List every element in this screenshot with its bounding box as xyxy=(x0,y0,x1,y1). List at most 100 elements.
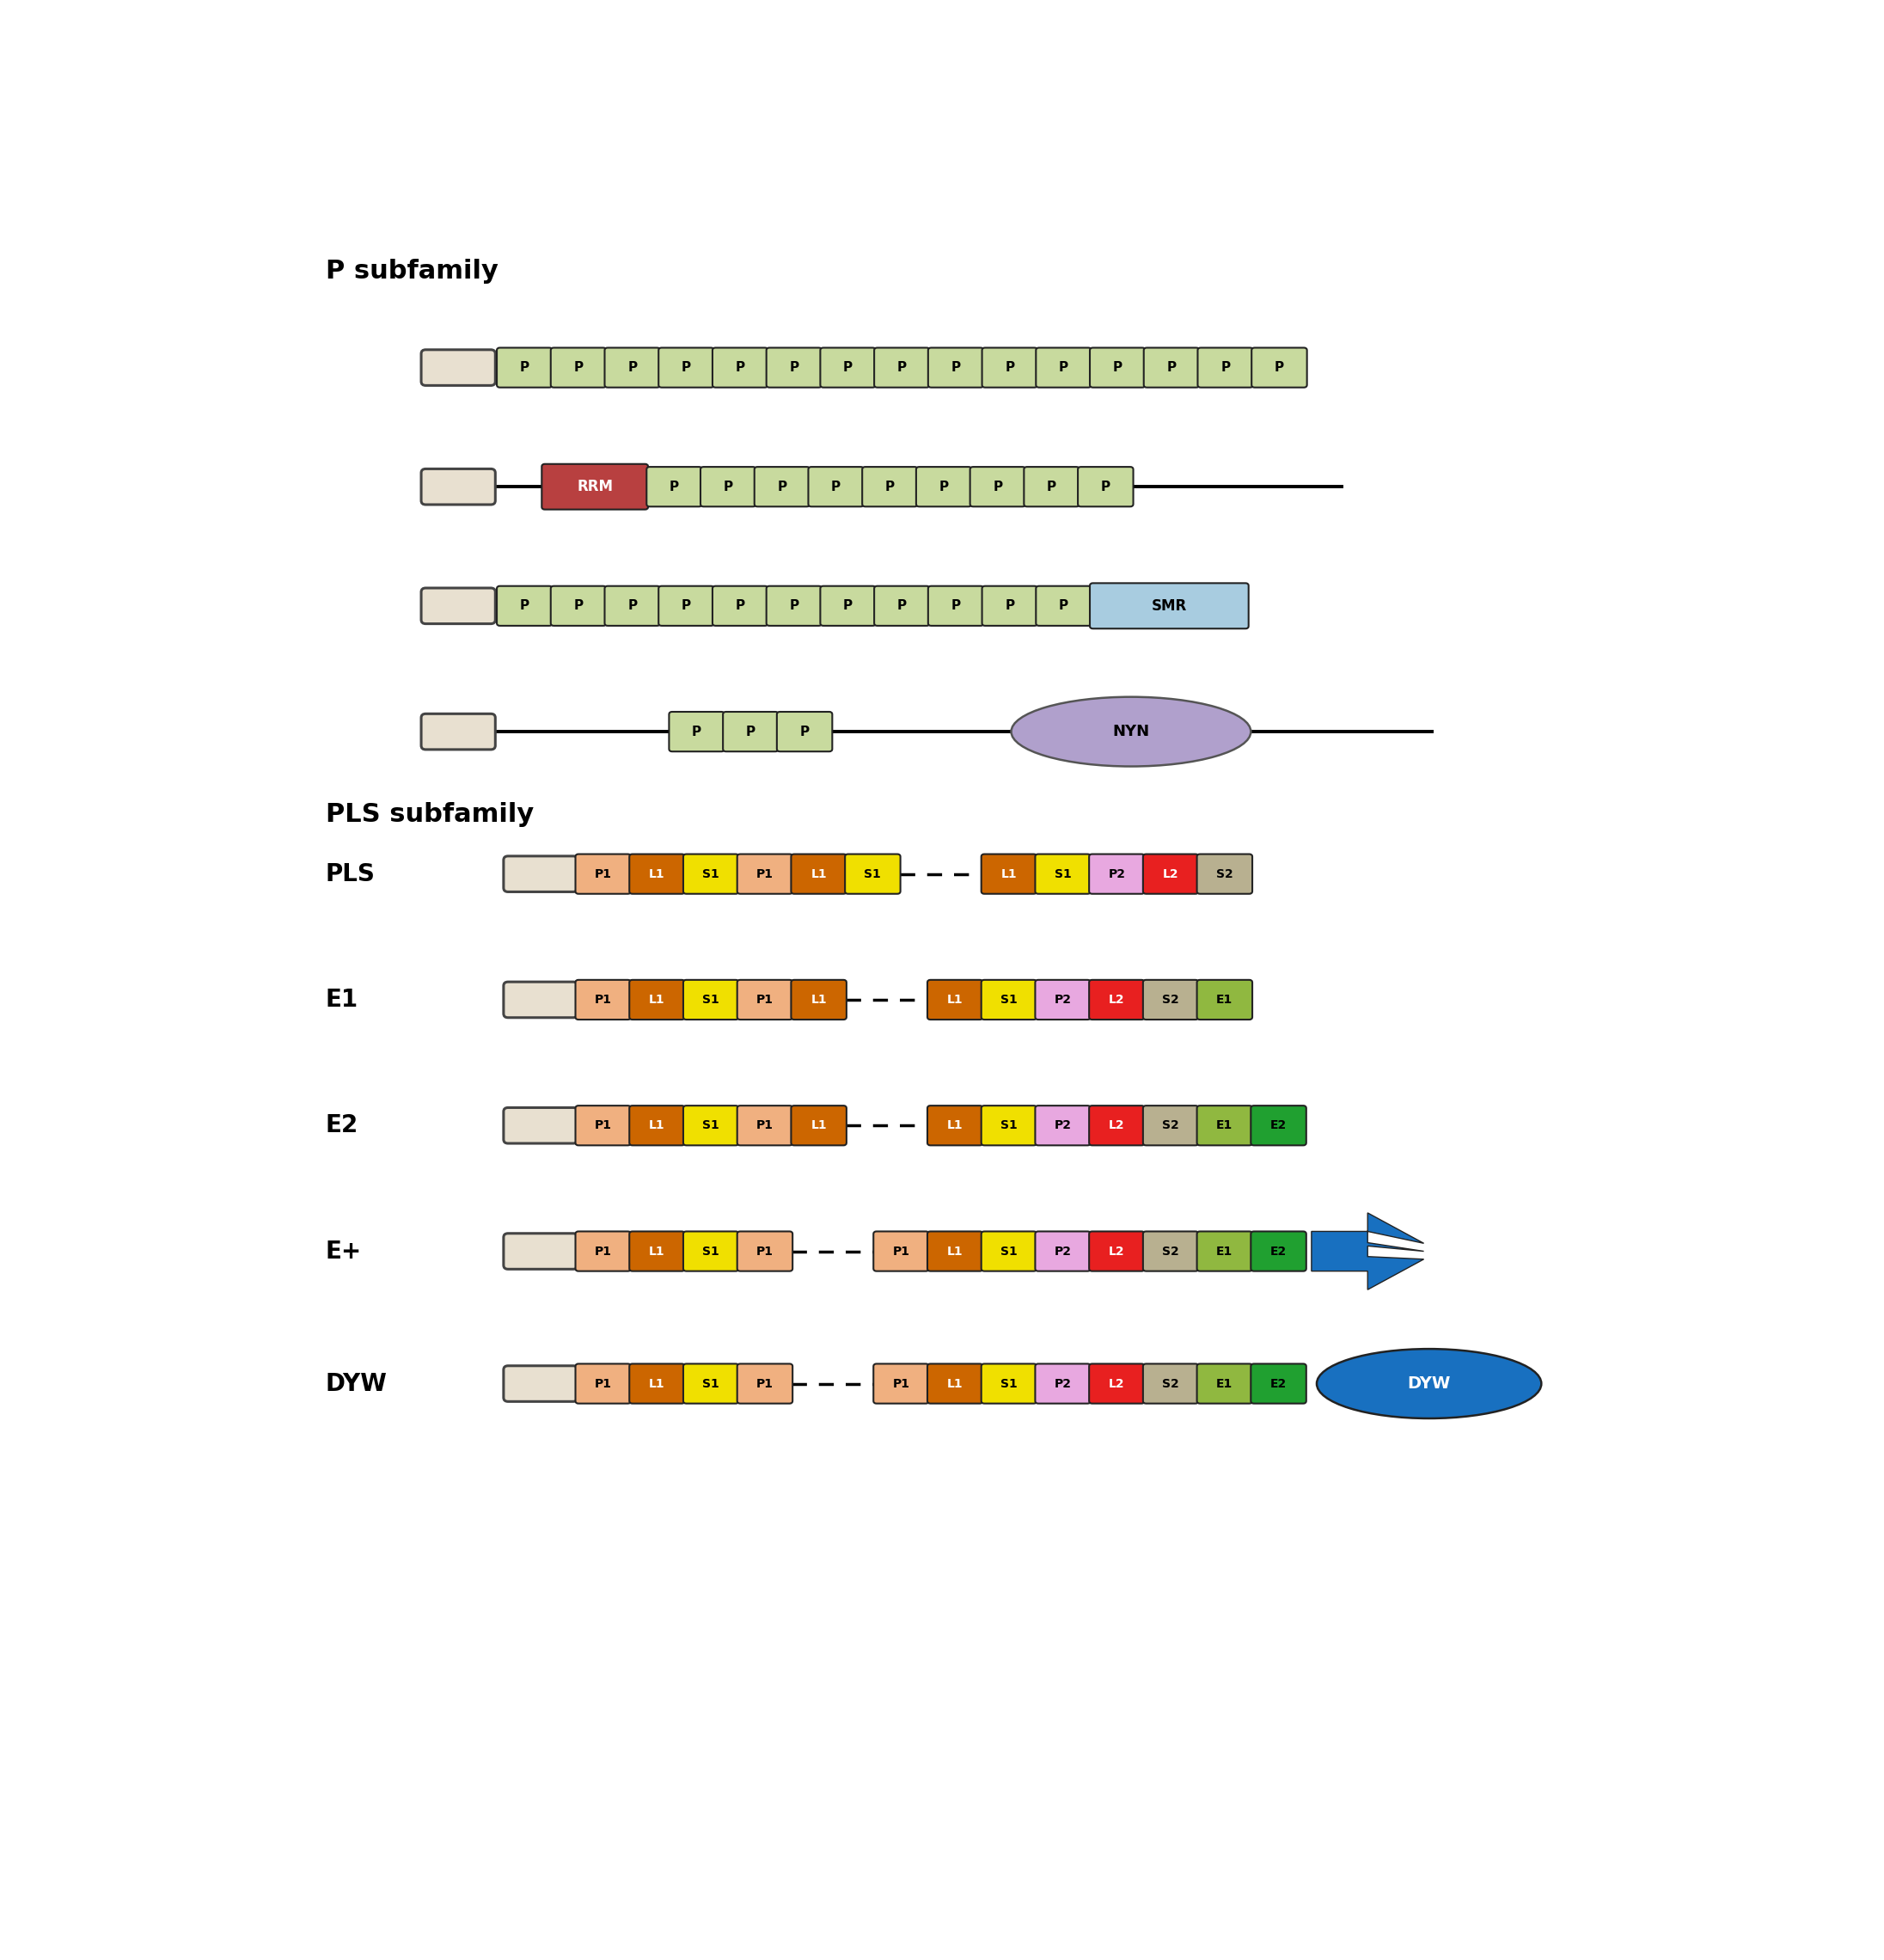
FancyBboxPatch shape xyxy=(1144,980,1198,1019)
Text: L2: L2 xyxy=(1110,1245,1125,1256)
Text: P2: P2 xyxy=(1108,868,1125,880)
Text: P1: P1 xyxy=(755,1245,774,1256)
FancyBboxPatch shape xyxy=(723,711,778,751)
Text: L1: L1 xyxy=(650,1245,665,1256)
Text: P: P xyxy=(1004,361,1014,374)
FancyBboxPatch shape xyxy=(929,347,983,388)
FancyBboxPatch shape xyxy=(1251,347,1307,388)
FancyBboxPatch shape xyxy=(874,347,929,388)
Text: S1: S1 xyxy=(865,868,882,880)
Text: P: P xyxy=(778,480,788,494)
FancyBboxPatch shape xyxy=(1251,1231,1306,1272)
FancyBboxPatch shape xyxy=(1034,1105,1091,1145)
FancyBboxPatch shape xyxy=(1251,1105,1306,1145)
Text: PLS subfamily: PLS subfamily xyxy=(326,802,533,827)
Text: E2: E2 xyxy=(326,1113,358,1137)
Text: NYN: NYN xyxy=(1112,723,1149,739)
FancyBboxPatch shape xyxy=(1144,1105,1198,1145)
FancyBboxPatch shape xyxy=(737,980,793,1019)
Text: S1: S1 xyxy=(703,1119,720,1131)
FancyBboxPatch shape xyxy=(820,347,876,388)
FancyBboxPatch shape xyxy=(1034,980,1091,1019)
FancyBboxPatch shape xyxy=(1196,1231,1253,1272)
FancyBboxPatch shape xyxy=(503,1233,578,1270)
Text: P: P xyxy=(746,725,755,739)
FancyBboxPatch shape xyxy=(1034,1231,1091,1272)
Text: DYW: DYW xyxy=(326,1372,386,1396)
FancyBboxPatch shape xyxy=(646,466,703,506)
Text: P1: P1 xyxy=(595,1378,612,1390)
FancyBboxPatch shape xyxy=(1089,1105,1144,1145)
FancyBboxPatch shape xyxy=(1196,1105,1253,1145)
FancyBboxPatch shape xyxy=(1144,347,1198,388)
FancyBboxPatch shape xyxy=(422,468,495,504)
Text: P: P xyxy=(831,480,840,494)
FancyBboxPatch shape xyxy=(659,586,714,625)
Text: P: P xyxy=(520,600,529,612)
Text: P: P xyxy=(1004,600,1014,612)
Text: P: P xyxy=(669,480,678,494)
Text: E+: E+ xyxy=(326,1239,362,1264)
FancyBboxPatch shape xyxy=(874,1231,929,1272)
FancyBboxPatch shape xyxy=(684,1105,739,1145)
FancyBboxPatch shape xyxy=(982,1364,1036,1403)
FancyBboxPatch shape xyxy=(863,466,918,506)
FancyBboxPatch shape xyxy=(575,1364,631,1403)
Text: P: P xyxy=(938,480,950,494)
Text: P: P xyxy=(789,361,799,374)
FancyBboxPatch shape xyxy=(982,347,1038,388)
FancyBboxPatch shape xyxy=(767,347,821,388)
Text: P1: P1 xyxy=(755,1378,774,1390)
Text: S1: S1 xyxy=(1000,994,1017,1005)
Text: L1: L1 xyxy=(810,994,827,1005)
FancyBboxPatch shape xyxy=(927,980,983,1019)
FancyBboxPatch shape xyxy=(970,466,1025,506)
FancyBboxPatch shape xyxy=(1089,855,1144,894)
FancyBboxPatch shape xyxy=(659,347,714,388)
Text: P1: P1 xyxy=(595,868,612,880)
Text: P: P xyxy=(1274,361,1285,374)
FancyBboxPatch shape xyxy=(1196,855,1253,894)
FancyBboxPatch shape xyxy=(629,1105,684,1145)
FancyBboxPatch shape xyxy=(820,586,876,625)
Text: L1: L1 xyxy=(1000,868,1017,880)
Text: P: P xyxy=(1048,480,1057,494)
FancyBboxPatch shape xyxy=(791,855,846,894)
FancyBboxPatch shape xyxy=(575,1105,631,1145)
FancyBboxPatch shape xyxy=(982,1105,1036,1145)
Text: E2: E2 xyxy=(1270,1378,1287,1390)
Text: P: P xyxy=(897,361,906,374)
FancyBboxPatch shape xyxy=(1196,1364,1253,1403)
Text: L1: L1 xyxy=(948,1378,963,1390)
FancyBboxPatch shape xyxy=(550,347,607,388)
FancyBboxPatch shape xyxy=(629,1231,684,1272)
Text: PLS: PLS xyxy=(326,862,375,886)
FancyBboxPatch shape xyxy=(503,1366,578,1401)
FancyBboxPatch shape xyxy=(503,982,578,1017)
Text: P: P xyxy=(1100,480,1110,494)
Text: S1: S1 xyxy=(1055,868,1072,880)
Text: DYW: DYW xyxy=(1407,1376,1451,1392)
Text: P: P xyxy=(573,600,584,612)
Text: L1: L1 xyxy=(810,868,827,880)
Text: L2: L2 xyxy=(1110,1119,1125,1131)
Text: P: P xyxy=(682,361,691,374)
FancyBboxPatch shape xyxy=(737,855,793,894)
Text: P: P xyxy=(1113,361,1123,374)
FancyBboxPatch shape xyxy=(575,980,631,1019)
FancyBboxPatch shape xyxy=(422,588,495,623)
Text: P: P xyxy=(885,480,895,494)
Text: P: P xyxy=(1059,600,1068,612)
Text: P2: P2 xyxy=(1055,1378,1072,1390)
FancyBboxPatch shape xyxy=(767,586,821,625)
FancyBboxPatch shape xyxy=(629,980,684,1019)
FancyBboxPatch shape xyxy=(737,1364,793,1403)
Text: P2: P2 xyxy=(1055,1119,1072,1131)
FancyBboxPatch shape xyxy=(737,1231,793,1272)
FancyBboxPatch shape xyxy=(982,980,1036,1019)
Text: S2: S2 xyxy=(1162,1245,1179,1256)
Text: E1: E1 xyxy=(326,988,358,1011)
Text: P1: P1 xyxy=(755,868,774,880)
FancyBboxPatch shape xyxy=(846,855,901,894)
FancyBboxPatch shape xyxy=(1023,466,1080,506)
